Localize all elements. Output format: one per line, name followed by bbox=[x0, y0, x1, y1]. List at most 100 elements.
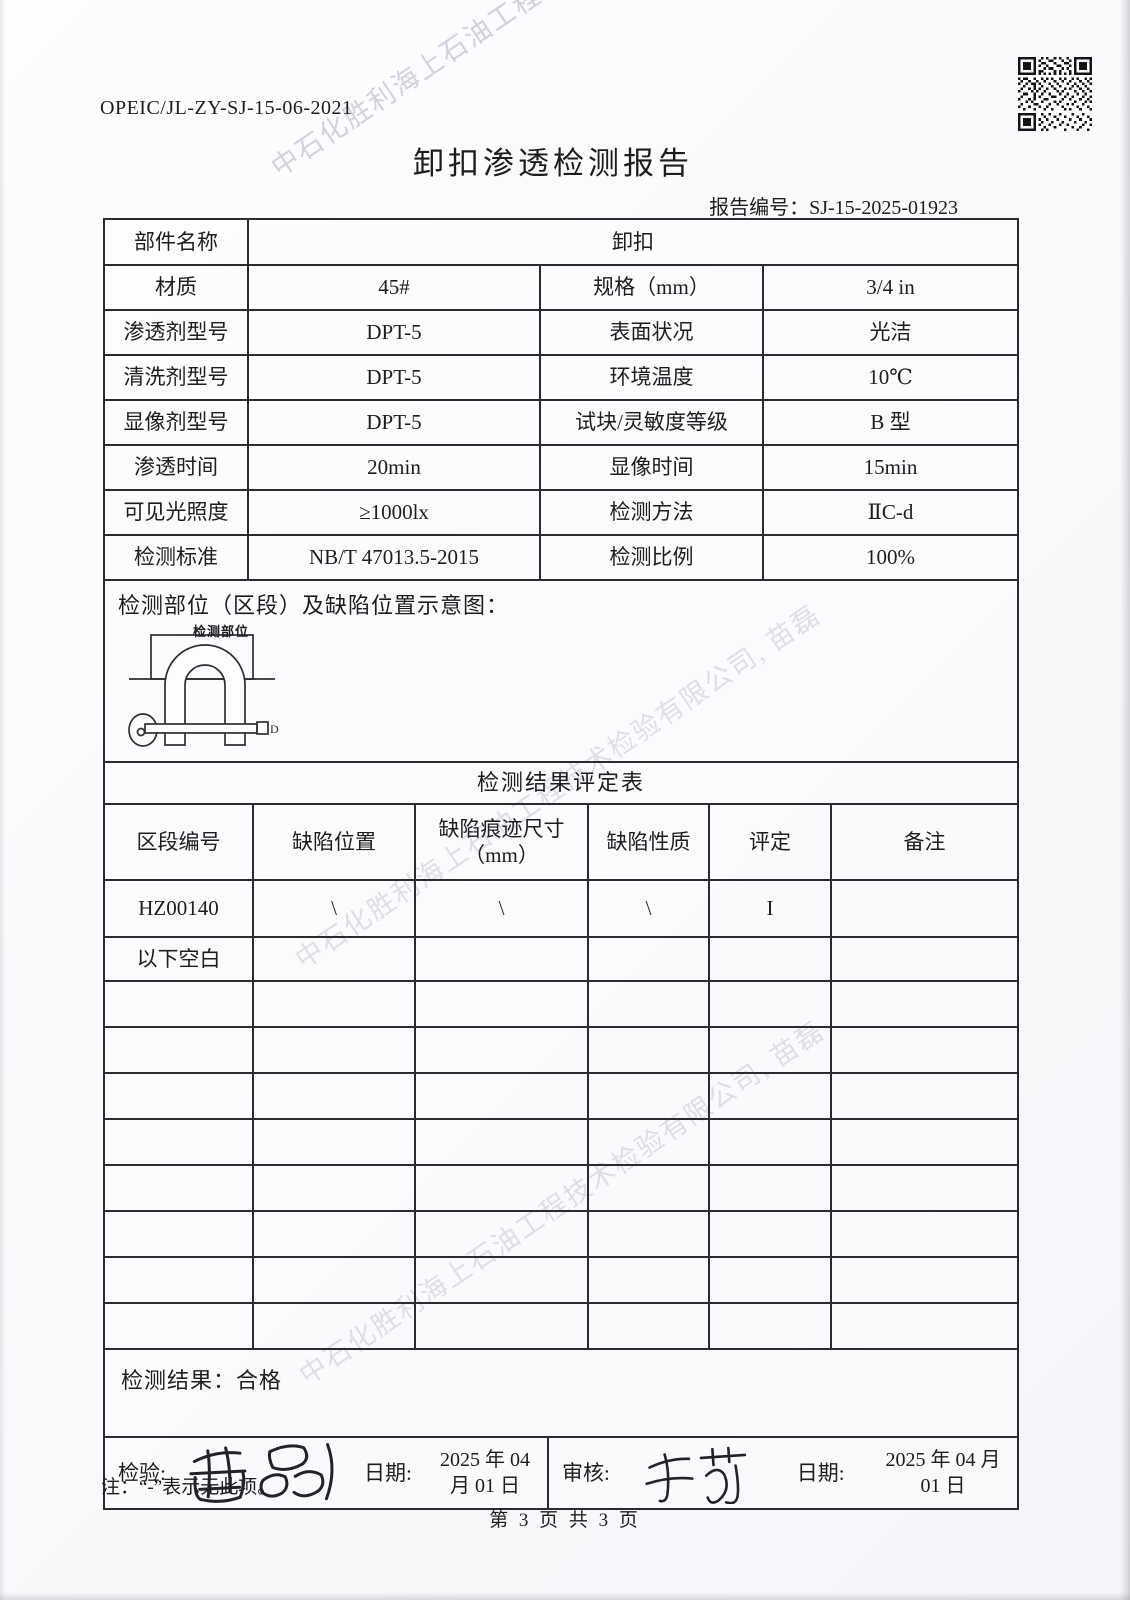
cleaner-value: DPT-5 bbox=[247, 356, 539, 399]
report-number-label: 报告编号： bbox=[709, 197, 810, 219]
empty-row bbox=[105, 1164, 1017, 1210]
reviewer-label: 审核: bbox=[562, 1460, 610, 1485]
col-remarks: 备注 bbox=[830, 805, 1017, 879]
shackle-drawing: D bbox=[128, 634, 279, 747]
report-title: 卸扣渗透检测报告 bbox=[413, 146, 693, 181]
developer-value: DPT-5 bbox=[247, 401, 539, 444]
empty-cell bbox=[105, 1212, 252, 1256]
empty-cell bbox=[708, 1074, 830, 1118]
penetrant-label: 渗透剂型号 bbox=[123, 320, 229, 345]
empty-cell bbox=[105, 1028, 252, 1072]
table-row-developer: 显像剂型号 DPT-5 试块/灵敏度等级 B 型 bbox=[105, 399, 1017, 444]
empty-cell bbox=[105, 1074, 252, 1118]
standard-label: 检测标准 bbox=[134, 545, 218, 570]
penetration-time-label: 渗透时间 bbox=[134, 455, 218, 480]
empty-cell bbox=[708, 1028, 830, 1072]
empty-row bbox=[105, 1210, 1017, 1256]
result-table-title-row: 检测结果评定表 bbox=[105, 761, 1017, 803]
ratio-value: 100% bbox=[762, 536, 1017, 579]
diagram-caption: 检测部位（区段）及缺陷位置示意图： bbox=[118, 593, 510, 618]
empty-cell bbox=[252, 982, 414, 1026]
ratio-label: 检测比例 bbox=[539, 536, 762, 579]
develop-time-value: 15min bbox=[762, 446, 1017, 489]
empty-cell bbox=[252, 1028, 414, 1072]
col-defect-size: 缺陷痕迹尺寸（mm） bbox=[414, 805, 587, 879]
table-row-penetrant: 渗透剂型号 DPT-5 表面状况 光洁 bbox=[105, 309, 1017, 354]
col-zone-id: 区段编号 bbox=[136, 829, 221, 854]
empty-cell bbox=[252, 1120, 414, 1164]
page-number: 第 3 页 共 3 页 bbox=[489, 1510, 641, 1531]
empty-cell bbox=[252, 1304, 414, 1348]
empty-cell bbox=[414, 1028, 587, 1072]
footnote: 注：“-”表示无此项。 bbox=[101, 1477, 277, 1498]
temperature-label: 环境温度 bbox=[539, 356, 762, 399]
empty-row bbox=[105, 1302, 1017, 1348]
empty-cell bbox=[830, 1028, 1017, 1072]
review-date-value: 2025 年 04 月 01 日 bbox=[885, 1449, 1001, 1497]
spec-label: 规格（mm） bbox=[539, 266, 762, 309]
empty-cell bbox=[830, 938, 1017, 980]
empty-cell bbox=[105, 1258, 252, 1302]
empty-row bbox=[105, 1026, 1017, 1072]
developer-label: 显像剂型号 bbox=[123, 410, 229, 435]
empty-row bbox=[105, 1256, 1017, 1302]
empty-cell bbox=[414, 1074, 587, 1118]
table-row-penetration-time: 渗透时间 20min 显像时间 15min bbox=[105, 444, 1017, 489]
diagram-section: 检测部位（区段）及缺陷位置示意图： 检测部位 D bbox=[105, 579, 1017, 761]
empty-row bbox=[105, 1072, 1017, 1118]
empty-cell bbox=[252, 938, 414, 980]
empty-cell bbox=[414, 1166, 587, 1210]
sensitivity-value: B 型 bbox=[762, 401, 1017, 444]
report-table: 部件名称 卸扣 材质 45# 规格（mm） 3/4 in 渗透剂型号 DPT-5… bbox=[103, 218, 1019, 1510]
empty-cell bbox=[587, 1212, 708, 1256]
empty-cell bbox=[708, 982, 830, 1026]
sensitivity-label: 试块/灵敏度等级 bbox=[539, 401, 762, 444]
material-value: 45# bbox=[247, 266, 539, 309]
empty-cell bbox=[587, 1120, 708, 1164]
inspector-label: 检验: bbox=[118, 1460, 166, 1485]
part-name-label: 部件名称 bbox=[134, 229, 218, 254]
empty-cell bbox=[414, 1120, 587, 1164]
rating-value: I bbox=[708, 881, 830, 936]
final-result-text: 检测结果：合格 bbox=[121, 1368, 283, 1393]
empty-cell bbox=[414, 1304, 587, 1348]
empty-cell bbox=[252, 1166, 414, 1210]
empty-cell bbox=[587, 938, 708, 980]
empty-cell bbox=[708, 1304, 830, 1348]
col-defect-nature: 缺陷性质 bbox=[587, 805, 708, 879]
result-table-header-row: 区段编号 缺陷位置 缺陷痕迹尺寸（mm） 缺陷性质 评定 备注 bbox=[105, 803, 1017, 879]
empty-cell bbox=[830, 1166, 1017, 1210]
reviewer-signoff: 审核: 日期 bbox=[547, 1438, 1017, 1508]
pin-dimension-label: D bbox=[270, 722, 279, 736]
empty-cell bbox=[105, 1120, 252, 1164]
temperature-value: 10℃ bbox=[762, 356, 1017, 399]
empty-cell bbox=[252, 1074, 414, 1118]
review-date-label: 日期: bbox=[796, 1460, 845, 1485]
report-number: 报告编号：SJ-15-2025-01923 bbox=[0, 191, 958, 220]
zone-id-value: HZ00140 bbox=[138, 896, 219, 921]
part-name-value: 卸扣 bbox=[247, 220, 1017, 264]
surface-label: 表面状况 bbox=[539, 311, 762, 354]
empty-cell bbox=[708, 1120, 830, 1164]
illuminance-value: ≥1000lx bbox=[247, 491, 539, 534]
scan-edge-right bbox=[1120, 0, 1130, 1600]
empty-cell bbox=[830, 1304, 1017, 1348]
spec-value: 3/4 in bbox=[762, 266, 1017, 309]
defect-size-value: \ bbox=[414, 881, 587, 936]
final-result-row: 检测结果：合格 bbox=[105, 1348, 1017, 1436]
empty-row bbox=[105, 1118, 1017, 1164]
table-row-material: 材质 45# 规格（mm） 3/4 in bbox=[105, 264, 1017, 309]
empty-cell bbox=[708, 1212, 830, 1256]
empty-cell bbox=[830, 1074, 1017, 1118]
penetration-time-value: 20min bbox=[247, 446, 539, 489]
empty-cell bbox=[830, 982, 1017, 1026]
empty-cell bbox=[414, 938, 587, 980]
empty-row bbox=[105, 980, 1017, 1026]
method-value: ⅡC-d bbox=[762, 491, 1017, 534]
develop-time-label: 显像时间 bbox=[539, 446, 762, 489]
inspect-date-value: 2025 年 04 月 01 日 bbox=[439, 1449, 530, 1497]
reviewer-signature bbox=[636, 1442, 766, 1504]
empty-cell bbox=[105, 982, 252, 1026]
scan-edge-bottom bbox=[0, 1592, 1130, 1600]
